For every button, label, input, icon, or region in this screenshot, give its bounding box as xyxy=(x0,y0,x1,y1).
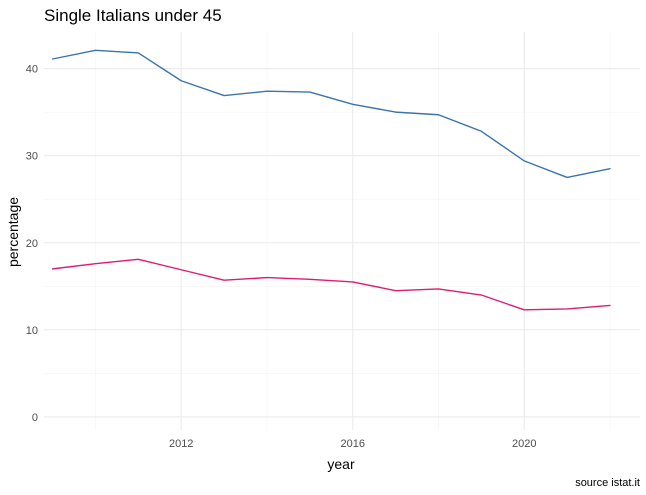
grid xyxy=(44,32,640,430)
y-tick-label: 30 xyxy=(26,151,38,163)
y-axis-title: percentage xyxy=(5,197,21,267)
y-tick-label: 0 xyxy=(32,412,38,424)
chart-title: Single Italians under 45 xyxy=(44,6,222,25)
source-caption: source istat.it xyxy=(575,477,640,489)
x-axis-title: year xyxy=(327,456,355,472)
x-tick-label: 2016 xyxy=(340,438,364,450)
y-tick-label: 20 xyxy=(26,238,38,250)
y-tick-label: 40 xyxy=(26,64,38,76)
y-axis-ticks: 0 10 20 30 40 xyxy=(26,64,38,424)
x-axis-ticks: 2012 2016 2020 xyxy=(169,438,537,450)
x-tick-label: 2020 xyxy=(512,438,536,450)
x-tick-label: 2012 xyxy=(169,438,193,450)
series-line-2 xyxy=(51,258,611,311)
series-group xyxy=(51,49,611,311)
series-line-1 xyxy=(51,49,611,179)
y-tick-label: 10 xyxy=(26,325,38,337)
